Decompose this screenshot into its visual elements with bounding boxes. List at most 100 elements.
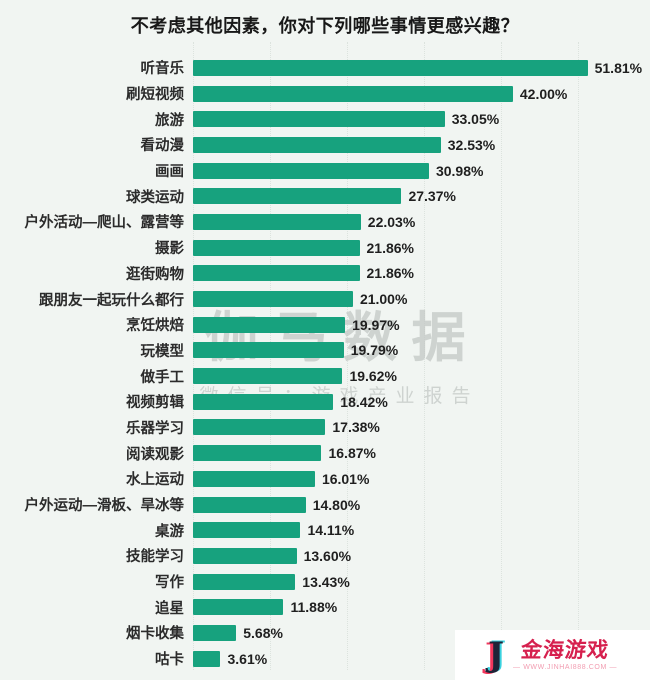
chart-row: 户外运动—滑板、旱冰等 14.80%	[0, 492, 650, 518]
value-label: 13.43%	[302, 573, 350, 590]
chart-row: 水上运动 16.01%	[0, 466, 650, 492]
bar-track: 14.80%	[193, 492, 650, 518]
value-label: 17.38%	[332, 419, 380, 436]
value-label: 22.03%	[367, 213, 416, 230]
category-label: 追星	[155, 600, 184, 617]
bar-track: 16.87%	[193, 440, 650, 466]
bar	[193, 419, 326, 436]
value-label: 21.86%	[366, 239, 414, 256]
chart-row: 咕卡 3.61%	[0, 646, 650, 672]
bar-track: 19.97%	[193, 312, 650, 338]
category-label: 摄影	[155, 241, 184, 258]
bar	[193, 624, 237, 641]
value-label: 19.62%	[349, 368, 397, 385]
value-label: 30.98%	[435, 162, 484, 179]
category-label: 乐器学习	[126, 420, 184, 437]
bar-track: 5.68%	[193, 620, 650, 646]
bar-track: 21.86%	[193, 235, 650, 261]
value-label: 51.81%	[594, 59, 643, 76]
category-label: 看动漫	[140, 138, 185, 155]
logo-panel: J 金海游戏 — WWW.JINHAI888.COM —	[455, 630, 650, 680]
category-label: 烹饪烘焙	[126, 318, 184, 335]
bar-track: 22.03%	[193, 209, 650, 235]
value-label: 16.87%	[328, 445, 376, 462]
gridline	[347, 42, 348, 670]
value-label: 11.88%	[290, 599, 338, 616]
bar	[193, 496, 306, 513]
value-label: 3.61%	[227, 650, 268, 667]
value-label: 32.53%	[447, 136, 496, 153]
bar	[193, 162, 429, 179]
bar	[193, 445, 322, 462]
value-label: 33.05%	[451, 111, 500, 128]
bar	[193, 136, 441, 153]
category-label: 做手工	[140, 369, 185, 386]
bar	[193, 522, 301, 539]
chart-row: 桌游 14.11%	[0, 517, 650, 543]
category-label: 画画	[155, 164, 184, 181]
category-label: 烟卡收集	[126, 626, 184, 643]
chart-row: 烟卡收集 5.68%	[0, 620, 650, 646]
category-label: 球类运动	[126, 189, 184, 206]
category-label: 户外运动—滑板、旱冰等	[24, 498, 185, 515]
bar	[193, 599, 284, 616]
bar-track: 51.81%	[193, 55, 650, 81]
bar-track: 18.42%	[193, 389, 650, 415]
bar	[193, 291, 353, 308]
chart-row: 做手工 19.62%	[0, 363, 650, 389]
logo-text: 金海游戏 — WWW.JINHAI888.COM —	[513, 639, 617, 671]
bar-track: 13.60%	[193, 543, 650, 569]
bar-track: 21.86%	[193, 261, 650, 287]
chart-row: 玩模型 19.79%	[0, 338, 650, 364]
chart-row: 画画 30.98%	[0, 158, 650, 184]
bar	[193, 85, 513, 102]
bar-track: 17.38%	[193, 415, 650, 441]
chart-row: 户外活动—爬山、露营等 22.03%	[0, 209, 650, 235]
bar-track: 14.11%	[193, 517, 650, 543]
value-label: 13.60%	[303, 547, 352, 564]
category-label: 旅游	[155, 112, 184, 129]
bar	[193, 239, 360, 256]
logo-url: — WWW.JINHAI888.COM —	[513, 664, 618, 672]
category-label: 阅读观影	[126, 446, 184, 463]
chart-row: 乐器学习 17.38%	[0, 415, 650, 441]
category-label: 跟朋友一起玩什么都行	[39, 292, 184, 309]
chart-row: 球类运动 27.37%	[0, 183, 650, 209]
category-label: 视频剪辑	[126, 395, 184, 412]
jinhai-logo-icon: J	[487, 635, 505, 675]
category-label: 刷短视频	[126, 87, 184, 104]
chart-row: 跟朋友一起玩什么都行 21.00%	[0, 286, 650, 312]
bar-track: 42.00%	[193, 81, 650, 107]
logo-name: 金海游戏	[520, 638, 611, 662]
value-label: 14.11%	[307, 522, 355, 539]
category-label: 咕卡	[155, 652, 184, 669]
bar	[193, 547, 297, 564]
value-label: 27.37%	[408, 188, 456, 205]
bar	[193, 265, 360, 282]
value-label: 16.01%	[321, 470, 370, 487]
gridline	[578, 42, 579, 670]
chart-row: 写作 13.43%	[0, 569, 650, 595]
gridline	[501, 42, 502, 670]
chart-row: 追星 11.88%	[0, 594, 650, 620]
chart-row: 阅读观影 16.87%	[0, 440, 650, 466]
bar	[193, 188, 402, 205]
bar-track: 3.61%	[193, 646, 650, 672]
chart-row: 技能学习 13.60%	[0, 543, 650, 569]
chart-row: 视频剪辑 18.42%	[0, 389, 650, 415]
bar	[193, 650, 221, 667]
bar-track: 19.62%	[193, 363, 650, 389]
bar-chart: 听音乐 51.81% 刷短视频 42.00% 旅游 33.05% 看动漫	[0, 55, 650, 672]
category-label: 技能学习	[126, 549, 184, 566]
value-label: 21.00%	[359, 291, 408, 308]
chart-row: 刷短视频 42.00%	[0, 81, 650, 107]
category-label: 玩模型	[140, 343, 185, 360]
bar-track: 13.43%	[193, 569, 650, 595]
bar-track: 16.01%	[193, 466, 650, 492]
category-label: 户外活动—爬山、露营等	[24, 215, 185, 232]
value-label: 42.00%	[519, 85, 568, 102]
value-label: 14.80%	[312, 496, 361, 513]
bar-track: 11.88%	[193, 594, 650, 620]
value-label: 19.97%	[352, 316, 400, 333]
